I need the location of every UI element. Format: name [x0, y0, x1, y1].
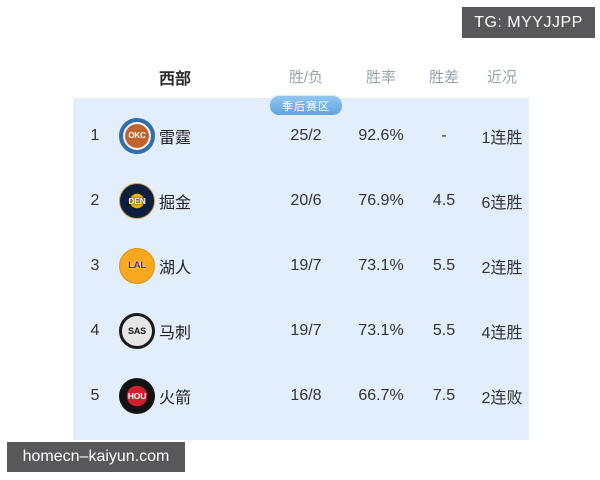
- table-row[interactable]: 1 OKC 雷霆 25/2 92.6% - 1连胜: [73, 103, 529, 168]
- win-pct-cell: 66.7%: [358, 386, 404, 404]
- recent-form-cell: 2连败: [481, 389, 523, 407]
- table-row[interactable]: 2 DEN 掘金 20/6 76.9% 4.5 6连胜: [73, 168, 529, 233]
- recent-form-cell: 2连胜: [481, 259, 523, 277]
- table-header: 西部 胜/负 胜率 胜差 近况: [73, 55, 529, 98]
- rank-cell: 3: [90, 256, 100, 274]
- team-name: 雷霆: [159, 129, 192, 147]
- standings-table: 西部 胜/负 胜率 胜差 近况 季后赛区 1 OKC 雷霆 25/2 92.6%…: [73, 55, 529, 440]
- win-loss-cell: 16/8: [290, 386, 322, 404]
- standings-rows-panel: 季后赛区 1 OKC 雷霆 25/2 92.6% - 1连胜 2 DEN 掘金 …: [73, 95, 529, 440]
- logo-cell: DEN: [117, 182, 157, 219]
- team-name: 火箭: [159, 389, 192, 407]
- header-games-behind: 胜差: [428, 69, 459, 86]
- team-name: 掘金: [159, 194, 192, 212]
- table-row[interactable]: 3 LAL 湖人 19/7 73.1% 5.5 2连胜: [73, 233, 529, 298]
- win-pct-cell: 73.1%: [358, 321, 404, 339]
- logo-cell: OKC: [117, 117, 157, 154]
- team-name: 马刺: [159, 324, 192, 342]
- site-watermark-badge: homecn–kaiyun.com: [7, 442, 185, 472]
- table-row[interactable]: 4 SAS 马刺 19/7 73.1% 5.5 4连胜: [73, 298, 529, 363]
- games-behind-cell: 5.5: [432, 256, 456, 274]
- recent-form-cell: 1连胜: [481, 129, 523, 147]
- logo-cell: HOU: [117, 377, 157, 414]
- header-win-pct: 胜率: [365, 69, 396, 86]
- win-loss-cell: 20/6: [290, 191, 322, 209]
- games-behind-cell: -: [441, 126, 447, 144]
- playoff-zone-badge: 季后赛区: [269, 95, 343, 116]
- rank-cell: 5: [90, 386, 100, 404]
- recent-form-cell: 4连胜: [481, 324, 523, 342]
- rank-cell: 4: [90, 321, 100, 339]
- rank-cell: 1: [90, 126, 100, 144]
- win-loss-cell: 25/2: [290, 126, 322, 144]
- win-loss-cell: 19/7: [290, 256, 322, 274]
- logo-cell: LAL: [117, 247, 157, 284]
- games-behind-cell: 5.5: [432, 321, 456, 339]
- header-recent-form: 近况: [486, 69, 517, 86]
- win-loss-cell: 19/7: [290, 321, 322, 339]
- okc-thunder-logo-icon: OKC: [119, 117, 155, 154]
- rank-cell: 2: [90, 191, 100, 209]
- san-antonio-spurs-logo-icon: SAS: [119, 312, 155, 349]
- houston-rockets-logo-icon: HOU: [119, 377, 155, 414]
- recent-form-cell: 6连胜: [481, 194, 523, 212]
- header-win-loss: 胜/负: [288, 69, 324, 86]
- denver-nuggets-logo-icon: DEN: [119, 182, 155, 219]
- win-pct-cell: 92.6%: [358, 126, 404, 144]
- games-behind-cell: 7.5: [432, 386, 456, 404]
- table-row[interactable]: 5 HOU 火箭 16/8 66.7% 7.5 2连败: [73, 363, 529, 428]
- team-name: 湖人: [159, 259, 192, 277]
- win-pct-cell: 76.9%: [358, 191, 404, 209]
- la-lakers-logo-icon: LAL: [119, 247, 155, 284]
- header-conference: 西部: [159, 70, 192, 88]
- win-pct-cell: 73.1%: [358, 256, 404, 274]
- logo-cell: SAS: [117, 312, 157, 349]
- games-behind-cell: 4.5: [432, 191, 456, 209]
- tg-contact-badge: TG: MYYJJPP: [462, 7, 595, 38]
